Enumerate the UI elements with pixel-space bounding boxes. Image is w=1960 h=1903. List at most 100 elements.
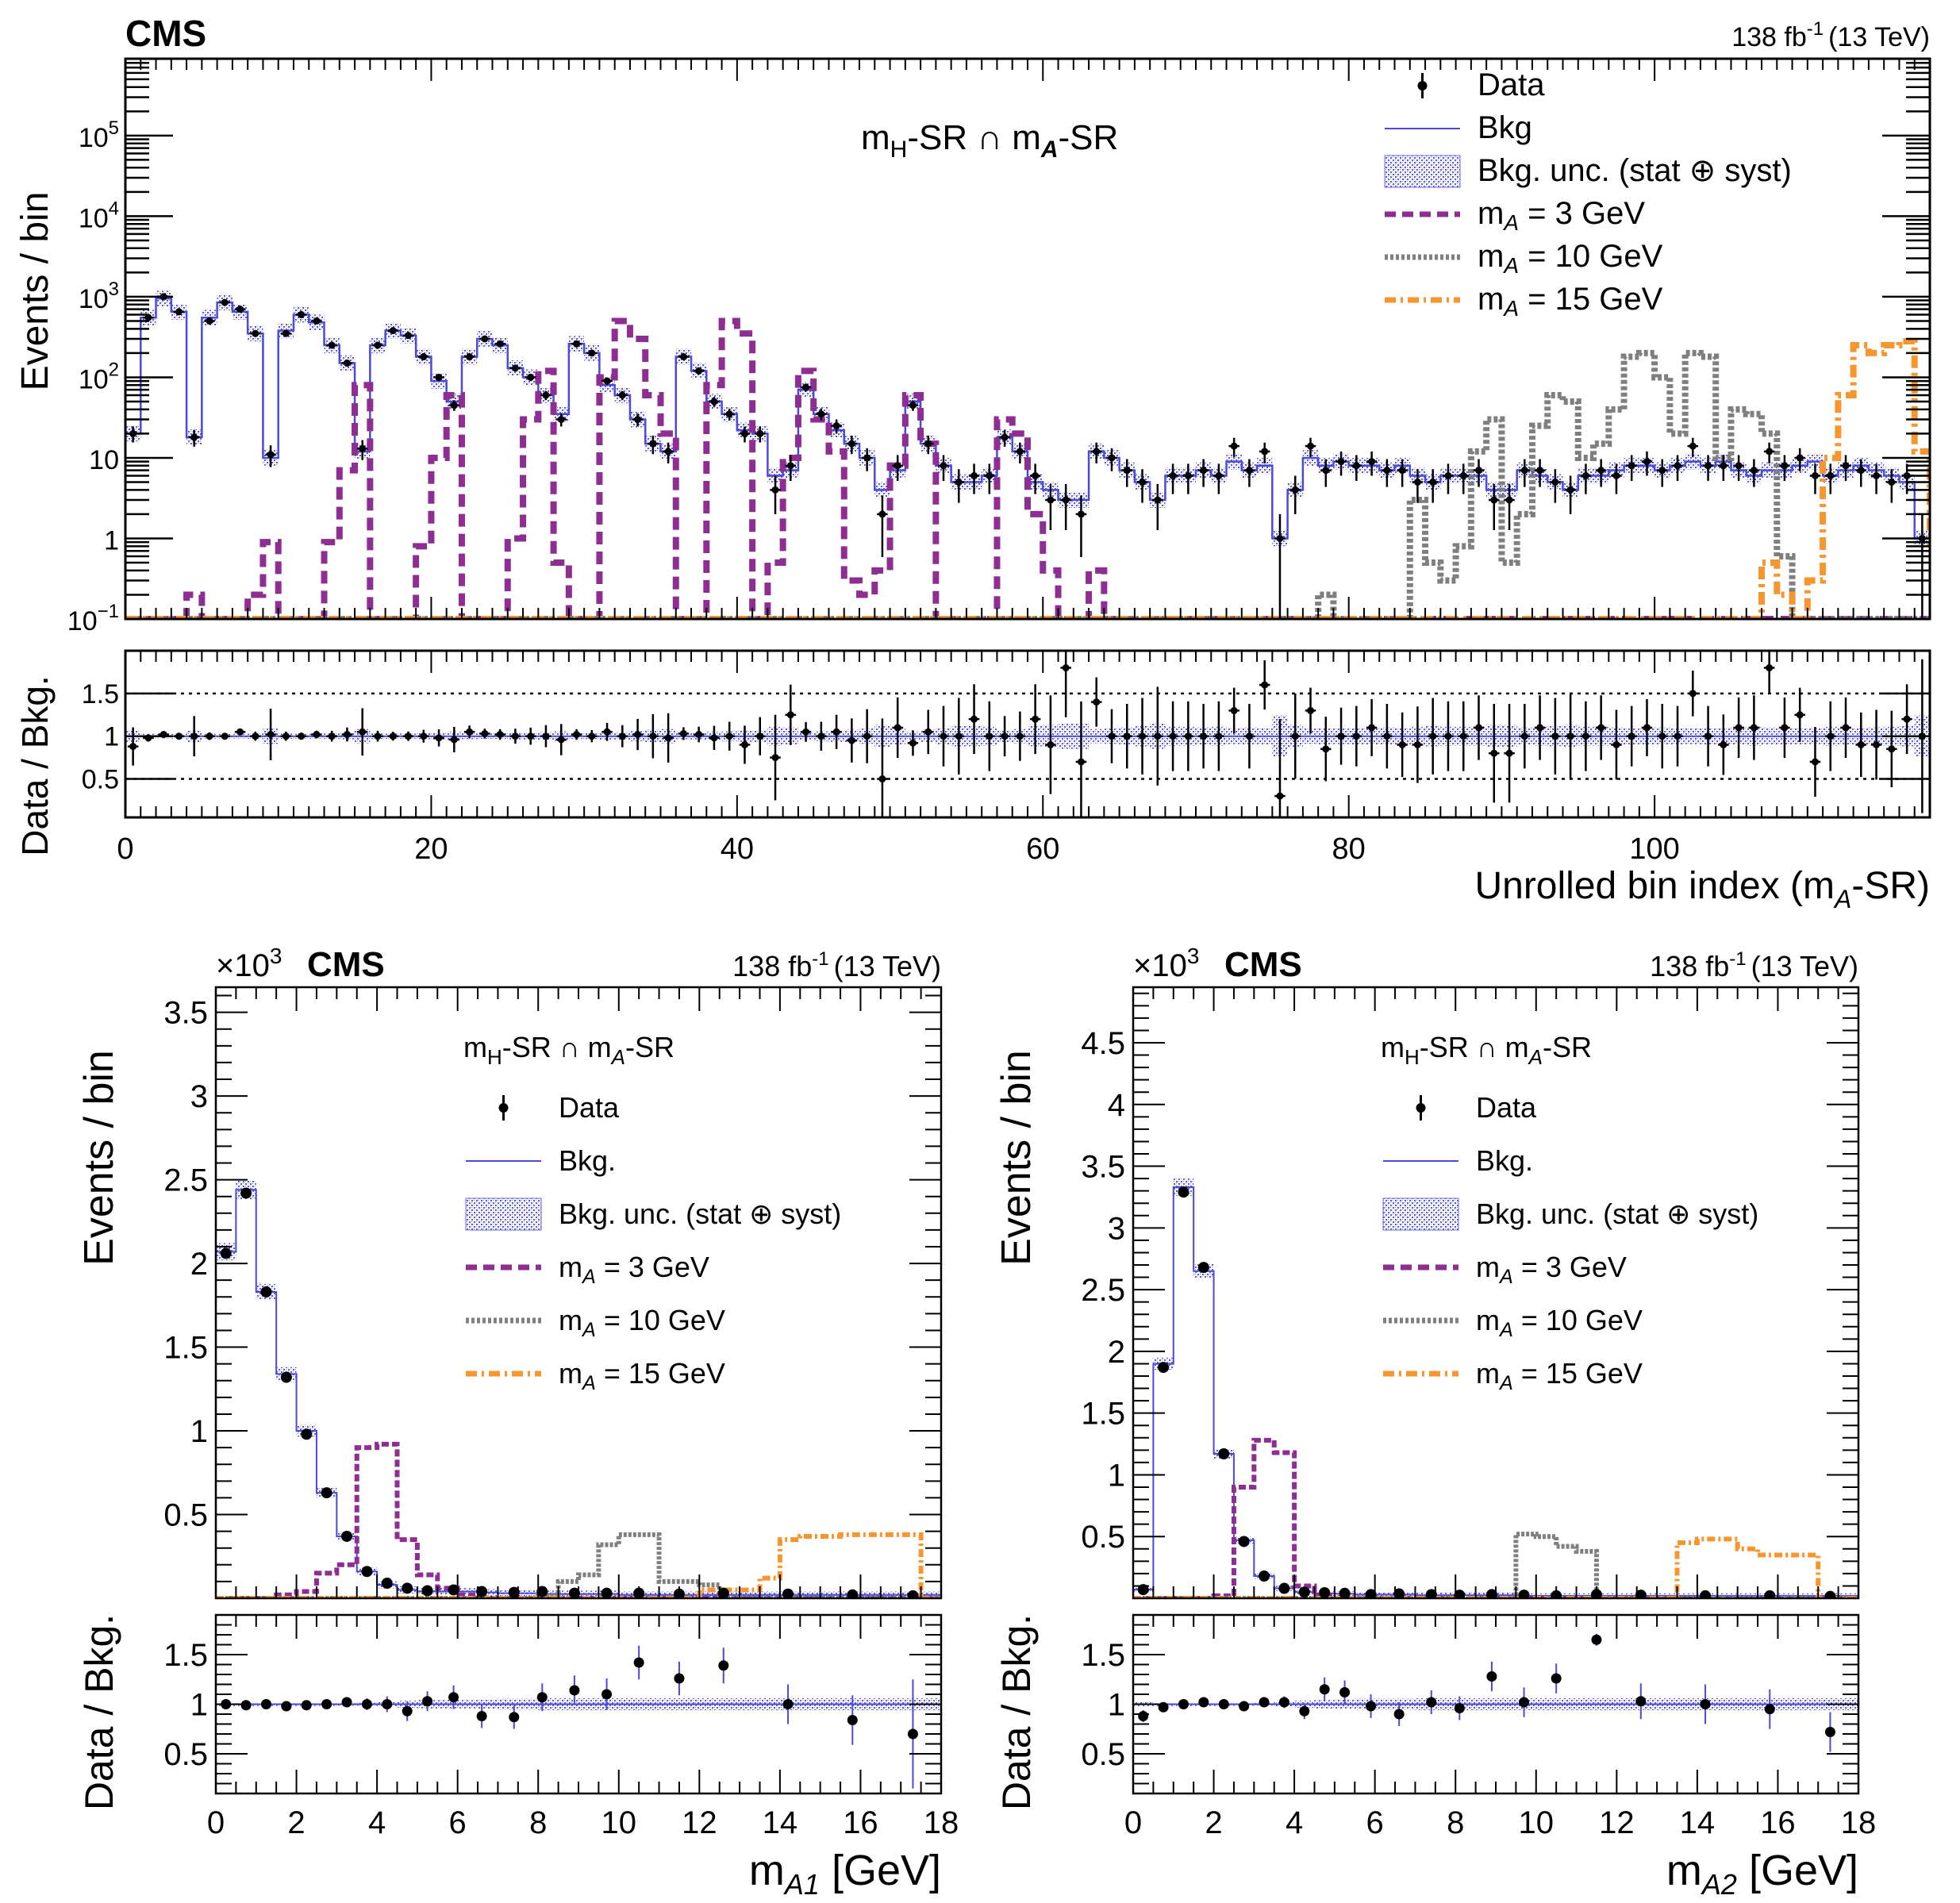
data-point bbox=[771, 486, 779, 494]
legend-label-data: Data bbox=[1476, 1091, 1537, 1124]
region-tail: -SR bbox=[1543, 1031, 1592, 1063]
ratio-point bbox=[1505, 749, 1513, 757]
region-rest: -SR ∩ m bbox=[1420, 1031, 1529, 1063]
x-tick-label: 8 bbox=[529, 1805, 547, 1840]
data-point bbox=[1505, 496, 1513, 504]
x-tick-label: 6 bbox=[1366, 1805, 1384, 1840]
data-point bbox=[802, 383, 810, 391]
ratio-y-axis-label: Data / Bkg. bbox=[14, 675, 56, 856]
ratio-point bbox=[1766, 664, 1774, 672]
ratio-point bbox=[878, 775, 886, 783]
data-point bbox=[756, 429, 764, 437]
x-tick-label: 10 bbox=[1519, 1805, 1555, 1840]
right-plot-area bbox=[1133, 1178, 1858, 1598]
data-point bbox=[603, 377, 611, 385]
ratio-point bbox=[1276, 792, 1284, 800]
legend-label-rest: = 10 GeV bbox=[1519, 239, 1663, 274]
data-point bbox=[1238, 1536, 1250, 1547]
lumi-label: 138 fb-1 (13 TeV) bbox=[732, 948, 941, 982]
y-tick-label: 103 bbox=[79, 279, 119, 314]
y-tick-base: 10 bbox=[79, 284, 109, 314]
ratio-point bbox=[536, 1692, 548, 1703]
region-m: m bbox=[463, 1031, 487, 1063]
y-tick-label: 2.5 bbox=[163, 1163, 208, 1198]
ratio-point bbox=[1700, 1699, 1711, 1709]
legend-label-band: Bkg. unc. (stat ⊕ syst) bbox=[559, 1198, 841, 1230]
y-tick-base: 10 bbox=[79, 203, 109, 233]
data-point bbox=[1735, 462, 1743, 470]
legend-entry-bkg: Bkg. bbox=[466, 1144, 616, 1177]
data-point bbox=[1259, 1570, 1270, 1582]
ratio-point bbox=[847, 1715, 858, 1725]
data-point bbox=[221, 298, 229, 306]
ratio-point bbox=[1827, 732, 1835, 740]
data-point bbox=[847, 440, 855, 448]
y-tick-exp: −1 bbox=[98, 601, 119, 622]
x-tick-label: 4 bbox=[1286, 1805, 1303, 1840]
legend-label-m: m bbox=[1476, 1357, 1500, 1390]
y-tick-label: 1.5 bbox=[1081, 1397, 1125, 1432]
ratio-point bbox=[1291, 732, 1299, 740]
region-a-sub: A bbox=[1528, 1045, 1543, 1069]
data-point bbox=[1536, 467, 1544, 475]
data-point bbox=[1365, 1589, 1377, 1598]
legend-label-m: m bbox=[1476, 1304, 1500, 1336]
ratio-point bbox=[847, 736, 855, 744]
ratio-point bbox=[909, 739, 917, 747]
legend-label-sig15: mA = 15 GeV bbox=[559, 1357, 725, 1394]
legend-label-sig15: mA = 15 GeV bbox=[1476, 1357, 1643, 1394]
data-point bbox=[1764, 1590, 1776, 1598]
ratio-point bbox=[832, 728, 840, 736]
ratio-point bbox=[603, 728, 611, 736]
legend-label-sub: A bbox=[1498, 1266, 1513, 1288]
legend-entry-sig15: mA = 15 GeV bbox=[1383, 1357, 1643, 1394]
legend-label-sig10: mA = 10 GeV bbox=[559, 1304, 725, 1341]
y-tick-label: 4 bbox=[1108, 1088, 1125, 1123]
legend-label-text: Data bbox=[559, 1091, 620, 1124]
ratio-point bbox=[1643, 724, 1651, 732]
x-tick-label: 12 bbox=[1599, 1805, 1635, 1840]
data-point bbox=[1077, 510, 1085, 518]
ratio-point bbox=[1612, 740, 1620, 748]
lumi-energy: (13 TeV) bbox=[1828, 22, 1930, 52]
data-point bbox=[381, 1578, 393, 1590]
ratio-point bbox=[175, 732, 183, 740]
region-h-sub: H bbox=[487, 1045, 502, 1069]
data-point bbox=[476, 1586, 488, 1597]
data-point bbox=[1178, 1186, 1189, 1198]
x-tick-label: 18 bbox=[1841, 1805, 1877, 1840]
data-point bbox=[1230, 442, 1238, 450]
ratio-y-tick-label: 1 bbox=[104, 722, 119, 752]
data-point bbox=[649, 440, 657, 448]
legend-label-rest: = 3 GeV bbox=[1519, 196, 1645, 231]
right-chart: 0.511.522.533.544.5×103 CMS 138 fb-1 (13 Te… bbox=[993, 944, 1877, 1901]
data-point bbox=[1720, 462, 1727, 470]
ratio-point bbox=[405, 732, 413, 740]
ratio-y-tick-label: 1.5 bbox=[1081, 1638, 1125, 1673]
ratio-point bbox=[756, 732, 764, 740]
data-point bbox=[421, 1585, 433, 1597]
y-tick-exp: 5 bbox=[109, 117, 119, 139]
right-ratio-area bbox=[1133, 1633, 1858, 1752]
ratio-point bbox=[1319, 1684, 1330, 1695]
data-point bbox=[448, 1584, 459, 1596]
region-h-sub: H bbox=[890, 136, 908, 163]
data-point bbox=[280, 1371, 292, 1383]
y-tick-label: 3 bbox=[1108, 1211, 1125, 1246]
data-point bbox=[1700, 1590, 1712, 1598]
ratio-point bbox=[435, 734, 443, 742]
data-point bbox=[695, 367, 703, 375]
data-point bbox=[321, 1487, 332, 1499]
lumi-value: 138 fb bbox=[1650, 950, 1729, 982]
data-point bbox=[710, 398, 718, 406]
data-point bbox=[466, 353, 474, 361]
region-rest: -SR ∩ bbox=[907, 118, 1012, 157]
data-point bbox=[568, 1587, 580, 1598]
y-tick-label: 1.5 bbox=[163, 1331, 208, 1366]
x-label-main: m bbox=[749, 1847, 785, 1894]
x-tick-label: 20 bbox=[414, 832, 448, 866]
exponent-label: ×103 bbox=[1133, 944, 1199, 983]
data-point bbox=[1276, 534, 1284, 542]
data-point bbox=[361, 1566, 373, 1578]
